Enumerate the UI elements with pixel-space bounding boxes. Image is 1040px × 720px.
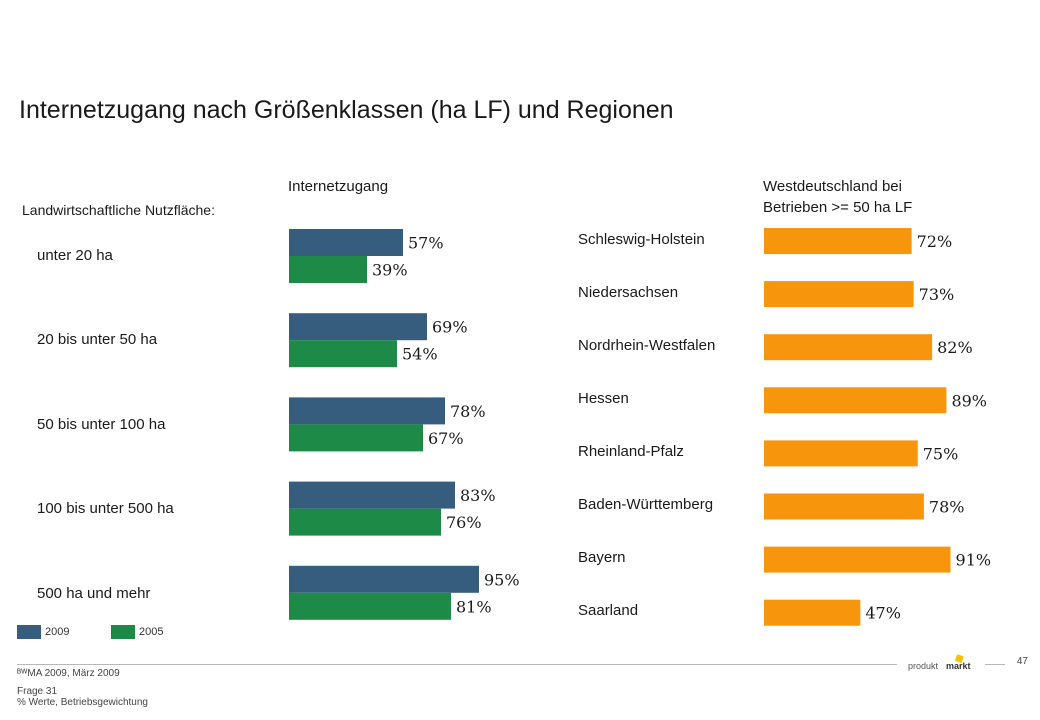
data-label-2009-0: 57% <box>408 234 444 253</box>
bar-2005-3 <box>289 508 441 536</box>
category-label: 100 bis unter 500 ha <box>37 500 174 517</box>
region-label: Niedersachsen <box>578 284 679 301</box>
footer-divider-right <box>985 664 1005 665</box>
data-label-2009-2: 78% <box>450 402 486 421</box>
category-label: 20 bis unter 50 ha <box>37 331 158 348</box>
data-label-2005-2: 67% <box>428 429 464 448</box>
footer-question: Frage 31 <box>17 686 58 697</box>
category-label: 500 ha und mehr <box>37 585 151 602</box>
bar-region-7 <box>764 599 861 626</box>
right-chart-title-line2: Betrieben >= 50 ha LF <box>763 199 913 216</box>
bar-region-1 <box>764 281 914 308</box>
bar-region-2 <box>764 334 933 361</box>
footer-divider <box>17 664 897 665</box>
data-label-2009-3: 83% <box>460 486 496 505</box>
bar-2009-3 <box>289 481 455 509</box>
bar-2005-4 <box>289 592 451 620</box>
bar-2005-0 <box>289 256 367 283</box>
data-label-region-1: 73% <box>919 285 955 304</box>
data-label-2005-4: 81% <box>456 597 492 616</box>
legend-swatch-2005 <box>111 625 135 639</box>
bar-2005-2 <box>289 424 423 452</box>
bar-region-6 <box>764 546 951 573</box>
left-chart-title: Internetzugang <box>288 178 389 195</box>
data-label-region-0: 72% <box>917 232 953 251</box>
region-label: Rheinland-Pfalz <box>578 443 684 460</box>
page-number: 47 <box>1016 656 1028 667</box>
bar-region-4 <box>764 440 918 467</box>
logo-word-produkt: produkt <box>908 661 939 671</box>
produkt-markt-logo: produkt markt <box>908 654 971 671</box>
region-label: Saarland <box>578 602 639 619</box>
right-chart-title-line1: Westdeutschland bei <box>763 178 902 195</box>
legend-label-2009: 2009 <box>45 626 70 638</box>
category-label: 50 bis unter 100 ha <box>37 416 166 433</box>
bar-2009-2 <box>289 397 445 425</box>
bar-2009-0 <box>289 229 403 256</box>
footer-source: ᴮᵂMA 2009, März 2009 <box>17 668 120 679</box>
region-label: Baden-Württemberg <box>578 496 714 513</box>
category-label: unter 20 ha <box>37 247 113 264</box>
legend: 2009 <box>17 625 69 639</box>
bar-2009-1 <box>289 313 427 341</box>
region-label: Schleswig-Holstein <box>578 231 705 248</box>
bar-2005-1 <box>289 340 397 368</box>
data-label-region-7: 47% <box>865 604 901 623</box>
bar-region-3 <box>764 387 947 414</box>
legend: 2005 <box>111 625 163 639</box>
footer-note: % Werte, Betriebsgewichtung <box>17 697 148 708</box>
legend-label-2005: 2005 <box>139 626 164 638</box>
bar-region-5 <box>764 493 924 520</box>
bar-region-0 <box>764 228 912 254</box>
region-label: Hessen <box>578 390 629 407</box>
region-label: Bayern <box>578 549 626 566</box>
data-label-region-6: 91% <box>956 551 992 570</box>
legend-swatch-2009 <box>17 625 41 639</box>
data-label-region-3: 89% <box>951 391 987 410</box>
data-label-region-2: 82% <box>937 338 973 357</box>
bar-2009-4 <box>289 565 479 593</box>
data-label-2005-0: 39% <box>372 261 408 280</box>
data-label-2005-3: 76% <box>446 513 482 532</box>
data-label-2005-1: 54% <box>402 345 438 364</box>
data-label-2009-4: 95% <box>484 570 520 589</box>
page-title: Internetzugang nach Größenklassen (ha LF… <box>19 96 674 124</box>
region-label: Nordrhein-Westfalen <box>578 337 716 354</box>
data-label-2009-1: 69% <box>432 318 468 337</box>
data-label-region-5: 78% <box>929 498 965 517</box>
logo-word-markt: markt <box>946 661 971 671</box>
data-label-region-4: 75% <box>923 444 959 463</box>
left-axis-title: Landwirtschaftliche Nutzfläche: <box>22 202 215 218</box>
